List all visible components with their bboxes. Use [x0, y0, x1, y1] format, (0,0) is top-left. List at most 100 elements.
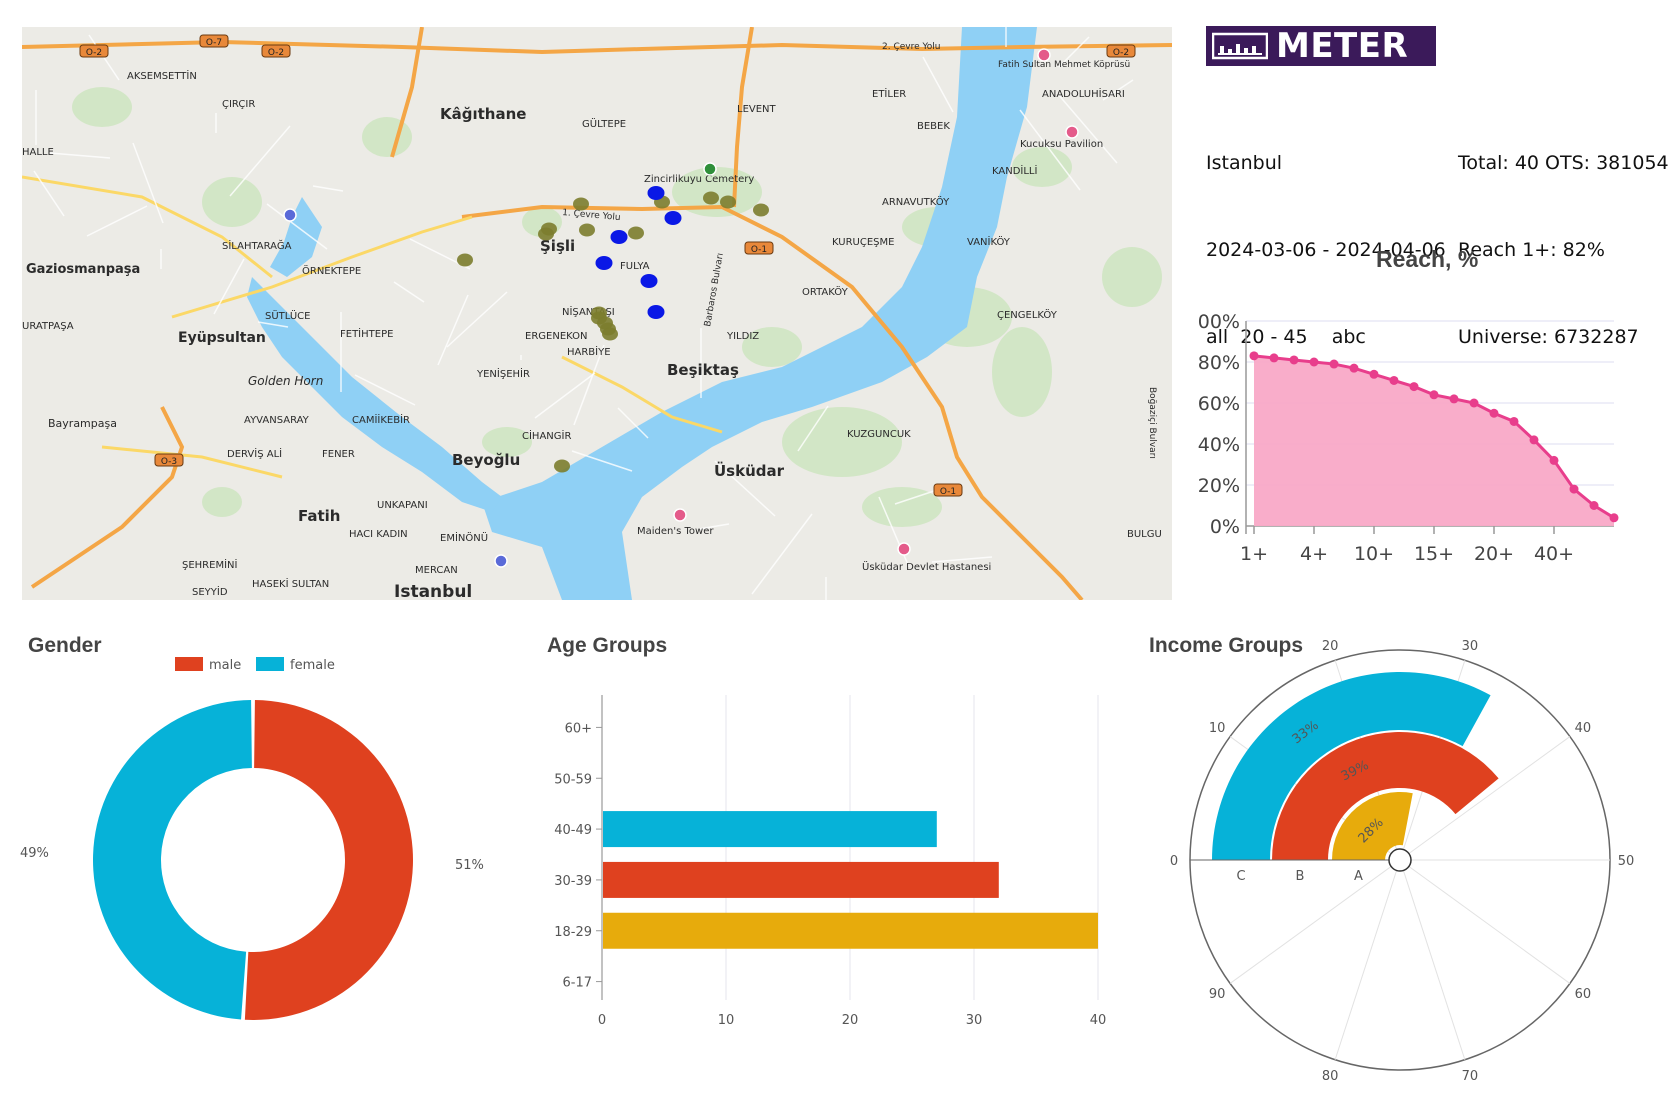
- income-bar-B: [1272, 732, 1499, 860]
- location-marker[interactable]: [554, 459, 570, 473]
- street: [257, 321, 289, 328]
- poi-pin-icon: [897, 542, 911, 556]
- street: [266, 203, 328, 250]
- street: [49, 152, 111, 159]
- x-tick-label: 40: [1090, 1013, 1107, 1028]
- bosphorus-water: [482, 27, 1037, 600]
- location-marker[interactable]: [579, 223, 595, 237]
- street: [86, 205, 148, 237]
- map-label: Maiden's Tower: [637, 526, 714, 537]
- map-label: KURUÇEŞME: [832, 237, 894, 248]
- y-tick-label: 0%: [1210, 516, 1240, 538]
- location-marker[interactable]: [573, 197, 589, 211]
- location-marker[interactable]: [664, 211, 682, 225]
- location-marker[interactable]: [610, 230, 628, 244]
- info-total: Total: 40 OTS: 381054: [1458, 152, 1669, 174]
- highway-shield: O-1: [744, 241, 774, 255]
- reach-point: [1589, 501, 1599, 510]
- x-tick-label: 20+: [1474, 543, 1514, 565]
- map-view[interactable]: Kâğıthane Şişli Beşiktaş Üsküdar Beyoğlu Fati…: [22, 27, 1172, 600]
- polar-angle-label: 90: [1209, 987, 1226, 1002]
- legend-label: male: [209, 658, 241, 673]
- location-marker[interactable]: [640, 274, 658, 288]
- shield-label: O-3: [161, 457, 177, 467]
- reach-point: [1309, 357, 1319, 367]
- map-label: KANDİLLİ: [992, 164, 1037, 177]
- map-label: MERCAN: [415, 565, 458, 576]
- location-marker[interactable]: [538, 227, 554, 241]
- map-label: Kâğıthane: [440, 105, 526, 123]
- income-bar-C: [1212, 672, 1491, 860]
- street: [922, 56, 954, 113]
- y-tick-label: 6-17: [562, 976, 592, 991]
- polar-angle-label: 60: [1575, 987, 1592, 1002]
- poi-pin-icon: [703, 162, 717, 176]
- street: [617, 407, 649, 439]
- reach-point: [1469, 398, 1479, 408]
- map-label: ETİLER: [872, 87, 906, 100]
- location-marker[interactable]: [595, 256, 613, 270]
- highway-shield: O-3: [154, 453, 184, 467]
- y-tick-label: 80%: [1198, 352, 1240, 374]
- polar-center: [1388, 848, 1412, 872]
- location-marker[interactable]: [753, 203, 769, 217]
- location-marker[interactable]: [703, 191, 719, 205]
- park-area: [482, 427, 532, 457]
- street: [931, 556, 993, 563]
- highway-road: [22, 39, 1172, 55]
- income-category-label: A: [1354, 869, 1363, 884]
- x-tick-label: 0: [598, 1013, 606, 1028]
- location-marker[interactable]: [647, 305, 665, 319]
- street: [132, 142, 164, 224]
- poi-pin-icon: [1065, 125, 1079, 139]
- poi-pin-icon: [673, 508, 687, 522]
- street: [698, 523, 730, 530]
- reach-point: [1389, 375, 1399, 385]
- y-tick-label: 20%: [1198, 475, 1240, 497]
- shield-label: O-2: [1113, 48, 1129, 58]
- shield-box: [933, 483, 963, 497]
- location-marker[interactable]: [628, 226, 644, 240]
- bar-chart-icon: [1212, 32, 1268, 60]
- polar-spoke: [1229, 859, 1401, 984]
- map-label: Golden Horn: [248, 374, 323, 388]
- reach-point: [1609, 513, 1619, 523]
- poi-pin-icon: [494, 554, 508, 568]
- reach-point: [1349, 363, 1359, 373]
- main-road: [561, 355, 723, 434]
- street: [213, 258, 245, 315]
- street: [534, 372, 596, 419]
- donut-slice-male: [244, 700, 413, 1020]
- y-tick-label: 40-49: [554, 823, 592, 838]
- value-label-female: 49%: [20, 846, 49, 861]
- y-tick-label: 60%: [1198, 393, 1240, 415]
- map-label: FULYA: [620, 261, 650, 272]
- campaign-info-right: Total: 40 OTS: 381054 Reach 1+: 82% Univ…: [1458, 91, 1669, 381]
- location-marker[interactable]: [457, 253, 473, 267]
- reach-chart-title: Reach, %: [1376, 246, 1479, 272]
- map-canvas[interactable]: Kâğıthane Şişli Beşiktaş Üsküdar Beyoğlu Fati…: [22, 27, 1172, 600]
- x-tick-label: 20: [842, 1013, 859, 1028]
- park-area: [1012, 147, 1072, 187]
- map-label: HARBİYE: [567, 345, 611, 358]
- y-tick-label: 18-29: [554, 925, 592, 940]
- poi-pin-icon: [1037, 48, 1051, 62]
- highway-shield: O-2: [79, 44, 109, 58]
- meter-logo: METER: [1206, 26, 1436, 66]
- highway-road: [30, 406, 185, 589]
- location-marker[interactable]: [602, 327, 618, 341]
- street: [33, 170, 65, 217]
- x-tick-label: 30: [966, 1013, 983, 1028]
- map-label: Fatih Sultan Mehmet Köprüsü: [998, 60, 1130, 70]
- map-label: HASEKİ SULTAN: [252, 577, 329, 590]
- street: [312, 185, 344, 192]
- map-label: Fatih: [298, 507, 340, 525]
- income-category-label: C: [1236, 869, 1245, 884]
- main-road: [171, 215, 473, 319]
- location-marker[interactable]: [720, 195, 736, 209]
- location-marker[interactable]: [647, 186, 665, 200]
- polar-angle-label: 20: [1322, 640, 1339, 654]
- map-label: YILDIZ: [726, 331, 759, 342]
- main-road: [22, 175, 273, 279]
- x-tick-label: 10: [718, 1013, 735, 1028]
